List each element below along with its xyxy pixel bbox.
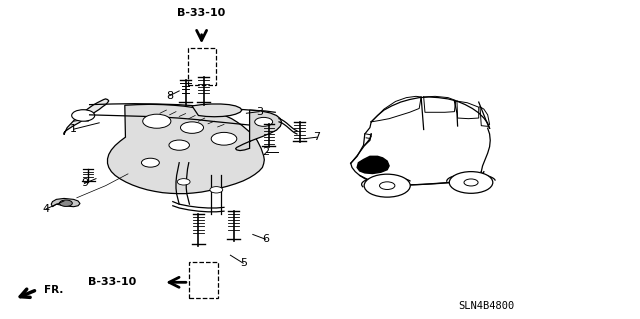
Circle shape [72, 110, 95, 121]
Circle shape [210, 187, 223, 193]
Polygon shape [357, 156, 389, 174]
Circle shape [364, 174, 410, 197]
Text: 5: 5 [240, 258, 246, 268]
Circle shape [449, 172, 493, 193]
Circle shape [380, 182, 395, 189]
Circle shape [169, 140, 189, 150]
Text: 2: 2 [262, 146, 269, 157]
Polygon shape [192, 104, 242, 117]
Circle shape [177, 179, 190, 185]
Text: FR.: FR. [44, 285, 63, 295]
Circle shape [211, 132, 237, 145]
Text: 6: 6 [262, 234, 269, 244]
Text: 4: 4 [42, 204, 50, 214]
Text: B-33-10: B-33-10 [88, 277, 136, 287]
Polygon shape [51, 198, 80, 207]
Text: 3: 3 [256, 107, 262, 117]
Circle shape [464, 179, 478, 186]
Text: 9: 9 [81, 178, 88, 189]
Circle shape [143, 114, 171, 128]
Text: B-33-10: B-33-10 [177, 8, 226, 18]
Circle shape [180, 122, 204, 133]
Circle shape [255, 117, 273, 126]
Text: 7: 7 [313, 132, 321, 142]
Text: SLN4B4800: SLN4B4800 [458, 301, 515, 311]
Text: 8: 8 [166, 91, 173, 101]
Polygon shape [236, 110, 282, 151]
Polygon shape [64, 99, 109, 135]
Polygon shape [108, 104, 264, 194]
Bar [188, 48, 216, 85]
Circle shape [60, 200, 72, 206]
Text: 1: 1 [70, 124, 77, 134]
Circle shape [141, 158, 159, 167]
Bar [189, 262, 218, 298]
